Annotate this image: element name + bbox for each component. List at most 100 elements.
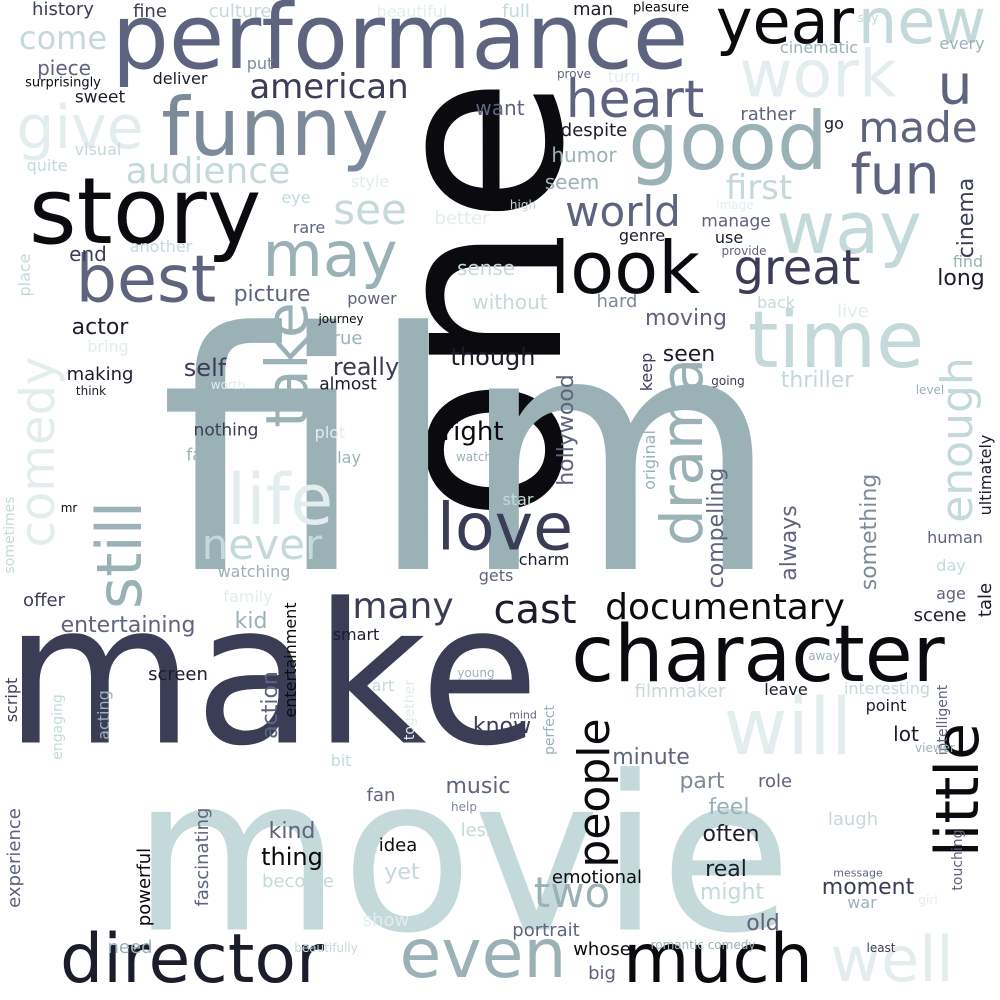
word: action xyxy=(258,671,283,739)
word: heart xyxy=(565,70,705,130)
word: pleasure xyxy=(633,0,689,16)
word: full xyxy=(502,1,530,22)
word: less xyxy=(460,820,496,841)
word: play xyxy=(327,448,361,467)
word: least xyxy=(866,941,896,955)
word: think xyxy=(75,384,107,398)
word: two xyxy=(533,868,611,917)
word: fan xyxy=(366,785,396,806)
word: work xyxy=(739,37,897,113)
word: mr xyxy=(60,501,78,515)
word: funny xyxy=(161,81,389,174)
word: going xyxy=(711,374,745,388)
word: make xyxy=(4,561,540,789)
word: humor xyxy=(551,143,617,167)
word: culture xyxy=(208,1,272,22)
word: sense xyxy=(456,256,516,280)
word: find xyxy=(952,252,984,271)
word: place xyxy=(15,253,34,297)
word: point xyxy=(865,696,907,715)
word: kid xyxy=(234,609,268,634)
word: many xyxy=(352,586,454,627)
word: ultimately xyxy=(976,434,995,516)
word: often xyxy=(702,822,760,847)
word: engaging xyxy=(50,694,66,760)
word: may xyxy=(262,218,398,291)
word: cinema xyxy=(954,177,979,259)
word: visual xyxy=(74,140,122,159)
word: big xyxy=(588,963,616,984)
word: bit xyxy=(330,751,352,770)
word: offer xyxy=(23,590,65,611)
word: deliver xyxy=(152,69,208,88)
word: look xyxy=(550,226,700,310)
word: another xyxy=(129,237,193,256)
word: almost xyxy=(319,374,377,395)
word: first xyxy=(725,168,793,208)
word: idea xyxy=(378,835,418,856)
word: watch xyxy=(455,450,493,464)
word: away xyxy=(808,649,840,663)
word: true xyxy=(325,328,363,349)
word: world xyxy=(565,187,681,236)
word: family xyxy=(223,587,273,606)
word: entertainment xyxy=(281,602,300,718)
word: bring xyxy=(87,337,129,356)
word: charm xyxy=(518,550,570,569)
word: old xyxy=(746,911,780,936)
word: good xyxy=(628,95,828,188)
word: moving xyxy=(645,306,727,331)
word: comedy xyxy=(10,356,66,548)
word: story xyxy=(28,158,262,265)
word: smart xyxy=(332,625,380,644)
word: high xyxy=(509,198,537,212)
word: man xyxy=(573,0,613,20)
word: watching xyxy=(217,562,291,581)
word: mind xyxy=(509,708,537,722)
word: might xyxy=(699,880,765,905)
word: cast xyxy=(493,587,577,633)
word: new xyxy=(857,0,987,58)
word: feel xyxy=(708,795,750,820)
word: role xyxy=(757,771,793,792)
word: movie xyxy=(131,729,793,981)
word: long xyxy=(937,266,985,291)
word: self xyxy=(183,354,227,382)
word: without xyxy=(472,290,548,314)
word: well xyxy=(830,923,954,996)
word: though xyxy=(450,343,536,371)
word: scene xyxy=(913,605,967,626)
word: drama xyxy=(648,357,716,547)
word: star xyxy=(502,490,534,509)
word: hollywood xyxy=(554,374,579,486)
word: end xyxy=(69,242,107,266)
word: people xyxy=(569,718,620,868)
word: never xyxy=(201,520,323,569)
word: go xyxy=(824,114,844,133)
word: every xyxy=(939,34,985,53)
word: making xyxy=(66,364,134,385)
word: turn xyxy=(607,67,641,86)
word: moment xyxy=(821,875,915,900)
word: thriller xyxy=(780,368,854,393)
word: original xyxy=(640,430,659,490)
word: manage xyxy=(701,211,771,232)
word: thing xyxy=(261,843,323,871)
word: fine xyxy=(133,1,167,22)
word: whose xyxy=(573,939,631,960)
word: see xyxy=(333,185,407,234)
word: tale xyxy=(975,582,996,618)
word: really xyxy=(332,353,400,381)
word: genre xyxy=(618,226,666,245)
word: portrait xyxy=(512,920,580,941)
word: fun xyxy=(850,142,940,207)
word: even xyxy=(399,915,567,994)
word: lot xyxy=(893,722,919,746)
word: provide xyxy=(721,244,767,258)
word: need xyxy=(107,937,153,958)
word: touching xyxy=(950,829,966,891)
word: want xyxy=(475,96,525,120)
word: kind xyxy=(268,819,316,844)
word: far xyxy=(186,445,210,466)
word: life xyxy=(226,459,334,541)
